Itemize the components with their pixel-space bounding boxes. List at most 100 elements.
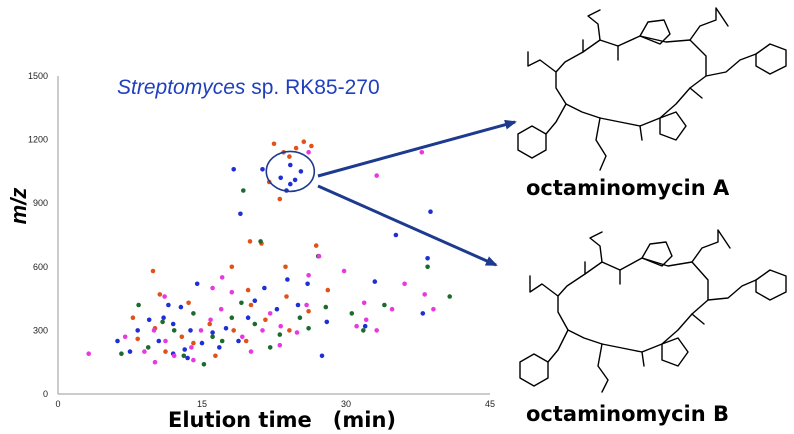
data-point-orange — [163, 349, 168, 354]
data-point-magenta — [361, 300, 367, 306]
data-point-blue — [161, 315, 166, 321]
data-point-magenta — [374, 328, 380, 333]
data-point-orange — [179, 334, 185, 340]
data-point-green — [349, 311, 355, 316]
data-point-orange — [186, 300, 191, 306]
data-point-magenta — [419, 150, 425, 155]
data-point-blue — [295, 302, 301, 308]
data-point-blue — [188, 328, 193, 333]
arrow-to-octaminomycin-b — [317, 184, 498, 267]
data-point-orange — [309, 143, 314, 149]
data-point-blue — [252, 298, 258, 304]
data-point-blue — [223, 326, 229, 331]
data-point-green — [145, 345, 151, 350]
data-point-blue — [393, 232, 399, 238]
data-point-magenta — [142, 349, 147, 354]
x-tick-label: 30 — [341, 399, 351, 409]
data-point-magenta — [389, 306, 395, 312]
data-point-blue — [238, 211, 243, 217]
data-point-orange — [271, 141, 277, 147]
data-point-blue — [199, 340, 205, 346]
data-point-blue — [182, 347, 187, 352]
data-point-magenta — [210, 285, 215, 291]
data-point-orange — [277, 196, 283, 202]
compound-b-name: octaminomycin B — [526, 402, 730, 426]
data-point-blue — [288, 181, 293, 187]
data-point-orange — [191, 340, 196, 346]
data-point-magenta — [267, 311, 273, 316]
tyr-sidechain — [705, 53, 757, 77]
data-point-blue — [278, 175, 284, 181]
data-point-magenta — [316, 253, 322, 259]
data-point-magenta — [402, 281, 407, 287]
data-point-magenta — [278, 323, 284, 329]
data-point-blue — [305, 281, 310, 287]
data-point-blue — [146, 317, 152, 323]
val-sidechain-top-b — [589, 231, 603, 263]
leu-sidechain-left-b — [529, 275, 559, 297]
data-point-blue — [231, 167, 236, 172]
data-point-orange — [157, 292, 163, 297]
data-point-magenta — [306, 273, 311, 278]
data-point-green — [181, 353, 187, 359]
data-point-magenta — [86, 351, 91, 357]
carbonyl-a4 — [639, 125, 643, 141]
data-point-magenta — [191, 357, 196, 363]
data-point-magenta — [218, 306, 224, 312]
data-point-blue — [372, 279, 378, 284]
data-point-blue — [178, 304, 184, 310]
y-tick-label: 300 — [33, 325, 48, 335]
highlight-circle — [265, 150, 316, 193]
leu-sidechain-top-right — [689, 7, 729, 41]
data-point-magenta — [431, 306, 436, 312]
data-point-magenta — [189, 345, 194, 350]
data-point-magenta — [240, 334, 245, 340]
data-point-green — [219, 338, 225, 344]
octaminomycin-b-structure — [519, 229, 787, 393]
data-point-orange — [248, 302, 254, 308]
data-point-green — [297, 315, 303, 321]
data-point-green — [323, 304, 329, 310]
pro-ring-top — [639, 19, 671, 45]
x-tick-label: 45 — [485, 399, 495, 409]
data-point-magenta — [354, 323, 359, 329]
data-point-magenta — [422, 292, 428, 297]
data-point-blue — [170, 321, 176, 327]
ring-backbone-a — [555, 35, 707, 127]
phe-ring-b — [519, 353, 549, 387]
data-point-blue — [135, 328, 140, 333]
scatter-plot: 0 300 600 900 1200 1500 0 15 30 45 — [28, 71, 495, 409]
data-point-blue — [260, 167, 265, 172]
data-point-magenta — [294, 330, 300, 335]
data-point-orange — [135, 336, 140, 342]
data-point-orange — [243, 338, 249, 344]
pro-ring-top-b — [641, 241, 673, 267]
data-point-orange — [263, 317, 268, 323]
data-point-green — [447, 294, 453, 299]
data-point-blue — [324, 319, 330, 325]
data-point-orange — [287, 328, 292, 333]
data-point-blue — [210, 330, 215, 335]
data-point-magenta — [341, 268, 347, 274]
y-tick-label: 0 — [43, 389, 48, 399]
data-point-orange — [325, 287, 331, 293]
y-tick-label: 1200 — [28, 135, 48, 145]
tyr-ring-b — [755, 269, 787, 301]
data-point-blue — [194, 281, 200, 287]
data-point-green — [361, 328, 366, 333]
acyl-group-a — [595, 117, 607, 171]
y-tick-label: 1500 — [28, 71, 48, 81]
data-point-magenta — [198, 328, 204, 333]
highlight-layer — [265, 150, 316, 193]
data-point-orange — [247, 239, 253, 244]
data-point-blue — [127, 349, 133, 354]
organism-label: Streptomyces sp. RK85-270 — [117, 76, 380, 100]
leu-sidechain-top-right-b — [691, 229, 731, 263]
data-point-green — [229, 315, 235, 321]
data-point-orange — [150, 268, 156, 274]
connector-arrows — [317, 119, 517, 267]
data-point-green — [160, 319, 165, 325]
data-point-green — [306, 326, 311, 331]
x-tick-label: 15 — [197, 399, 207, 409]
